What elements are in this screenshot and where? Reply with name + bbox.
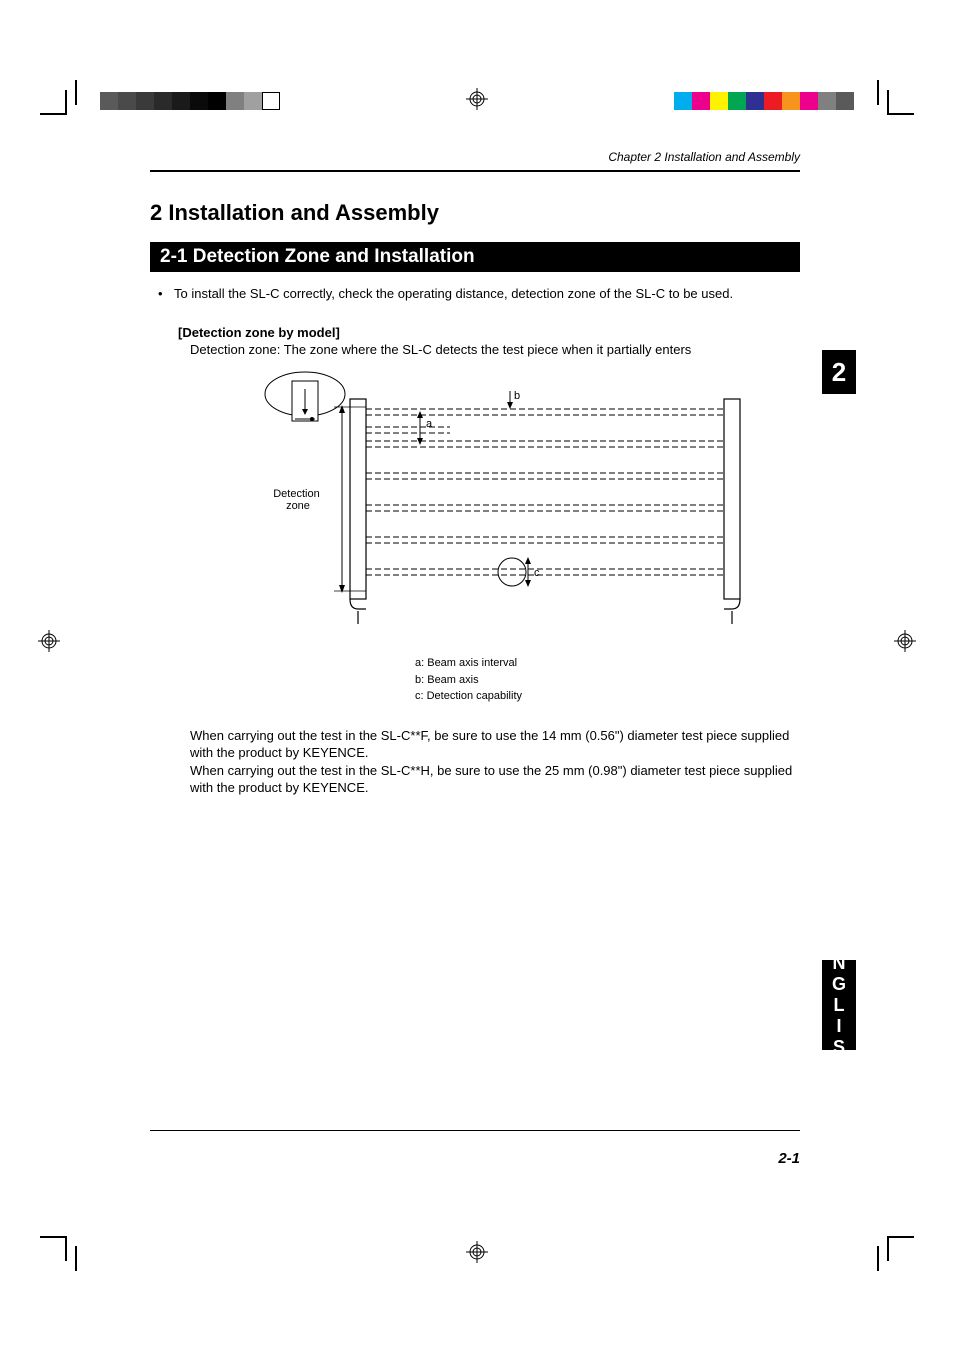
sub-desc-label: Detection zone: <box>190 342 280 357</box>
page-content: Chapter 2 Installation and Assembly 2 In… <box>150 150 800 797</box>
sub-heading: [Detection zone by model] <box>178 325 800 340</box>
registration-mark-icon <box>38 630 60 652</box>
sub-description: Detection zone: The zone where the SL-C … <box>190 342 800 357</box>
para-2: When carrying out the test in the SL-C**… <box>190 762 800 797</box>
legend-c: c: Detection capability <box>415 688 800 705</box>
bullet-text: To install the SL-C correctly, check the… <box>174 286 733 301</box>
bullet-icon: • <box>158 286 164 301</box>
crop-mark <box>877 1246 879 1271</box>
page-number: 2-1 <box>150 1150 800 1167</box>
chapter-title: 2 Installation and Assembly <box>150 200 800 226</box>
legend-b: b: Beam axis <box>415 672 800 689</box>
crop-mark <box>887 90 889 115</box>
crop-mark <box>889 113 914 115</box>
language-tab: ENGLISH <box>822 960 856 1050</box>
registration-mark-icon <box>894 630 916 652</box>
footer-rule <box>150 1130 800 1131</box>
chapter-tab: 2 <box>822 350 856 394</box>
crop-mark <box>40 1236 65 1238</box>
para-1: When carrying out the test in the SL-C**… <box>190 727 800 762</box>
detection-zone-diagram: b a c Detection zone <box>250 369 750 649</box>
crop-mark <box>889 1236 914 1238</box>
diagram-label-c: c <box>534 567 540 579</box>
diagram-label-b: b <box>514 390 520 402</box>
bullet-item: • To install the SL-C correctly, check t… <box>150 286 800 301</box>
registration-mark-icon <box>466 1241 488 1263</box>
crop-mark <box>75 1246 77 1271</box>
diagram-label-detection-zone: Detection zone <box>273 488 323 512</box>
crop-mark <box>65 1236 67 1261</box>
diagram-label-a: a <box>426 418 433 430</box>
diagram-legend: a: Beam axis interval b: Beam axis c: De… <box>415 655 800 705</box>
registration-mark-icon <box>466 88 488 110</box>
legend-a: a: Beam axis interval <box>415 655 800 672</box>
crop-mark <box>877 80 879 105</box>
crop-mark <box>40 113 65 115</box>
colorbar-right <box>674 92 854 110</box>
running-head: Chapter 2 Installation and Assembly <box>150 150 800 172</box>
crop-mark <box>887 1236 889 1261</box>
crop-mark <box>75 80 77 105</box>
crop-mark <box>65 90 67 115</box>
colorbar-left <box>100 92 280 110</box>
section-title: 2-1 Detection Zone and Installation <box>150 242 800 272</box>
body-paragraph: When carrying out the test in the SL-C**… <box>190 727 800 797</box>
sub-desc-text: The zone where the SL-C detects the test… <box>284 342 692 357</box>
